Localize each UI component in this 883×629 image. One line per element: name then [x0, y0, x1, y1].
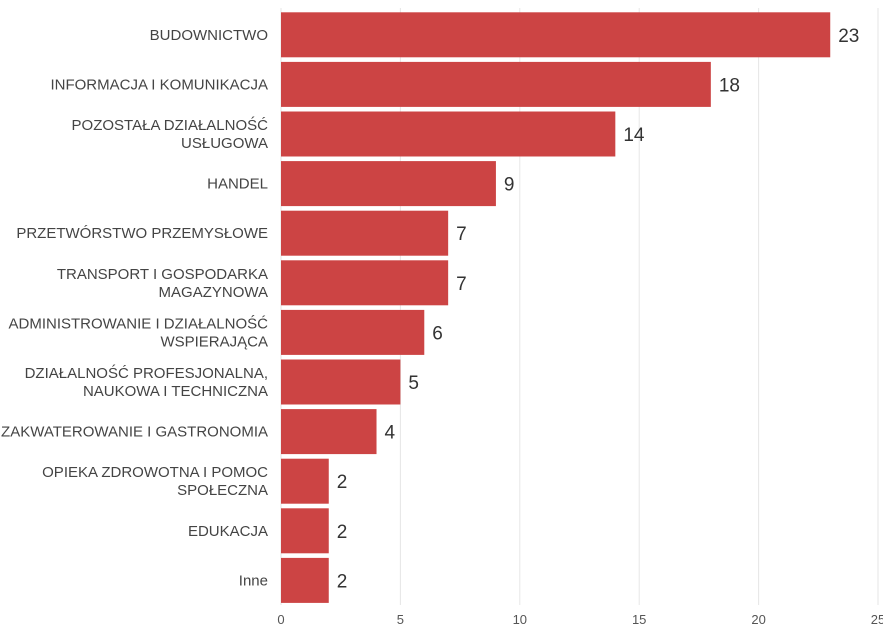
bar: [281, 161, 496, 207]
x-tick-label: 0: [277, 612, 284, 627]
bar: [281, 12, 831, 58]
category-label: SPOŁECZNA: [177, 482, 268, 499]
bar: [281, 111, 616, 157]
gridlines: [280, 8, 879, 605]
data-label: 2: [337, 472, 348, 493]
category-label: Inne: [239, 572, 268, 589]
category-label: USŁUGOWA: [181, 135, 268, 152]
x-tick-label: 15: [632, 612, 646, 627]
bar: [281, 458, 329, 504]
category-labels: BUDOWNICTWO INFORMACJA I KOMUNIKACJA POZOS…: [1, 27, 268, 590]
data-label: 4: [385, 423, 396, 444]
category-label: NAUKOWA I TECHNICZNA: [83, 383, 268, 400]
data-label: 2: [337, 522, 348, 543]
category-label: POZOSTAŁA DZIAŁALNOŚĆ: [72, 116, 269, 134]
category-label: EDUKACJA: [188, 523, 268, 540]
x-axis-ticks: 0 5 10 15 20 25: [277, 612, 883, 627]
bar: [281, 409, 377, 455]
value-labels: 23 18 14 9 7 7 6 5 4 2 2 2: [337, 26, 860, 593]
data-label: 2: [337, 571, 348, 592]
bars: [281, 12, 831, 603]
category-label: INFORMACJA I KOMUNIKACJA: [50, 76, 268, 93]
category-label: HANDEL: [207, 176, 268, 193]
x-tick-label: 5: [397, 612, 404, 627]
category-label: OPIEKA ZDROWOTNA I POMOC: [42, 464, 268, 481]
data-label: 23: [838, 26, 859, 47]
data-label: 6: [432, 323, 443, 344]
category-label: BUDOWNICTWO: [150, 27, 268, 44]
data-label: 7: [456, 224, 467, 245]
bar: [281, 309, 425, 355]
bar: [281, 61, 711, 107]
bar: [281, 260, 449, 306]
bar: [281, 359, 401, 405]
data-label: 5: [408, 373, 419, 394]
category-label: TRANSPORT I GOSPODARKA: [57, 266, 268, 283]
bar: [281, 557, 329, 603]
category-label: WSPIERAJĄCA: [160, 333, 268, 350]
x-tick-label: 25: [871, 612, 883, 627]
bar: [281, 508, 329, 554]
data-label: 14: [623, 125, 645, 146]
category-label: ADMINISTROWANIE I DZIAŁALNOŚĆ: [9, 314, 269, 332]
x-tick-label: 20: [751, 612, 765, 627]
data-label: 9: [504, 175, 515, 196]
category-label: ZAKWATEROWANIE I GASTRONOMIA: [1, 424, 268, 441]
bar: [281, 210, 449, 256]
x-tick-label: 10: [513, 612, 527, 627]
data-label: 18: [719, 75, 740, 96]
category-label: PRZETWÓRSTWO PRZEMYSŁOWE: [16, 225, 268, 242]
data-label: 7: [456, 274, 467, 295]
category-label: MAGAZYNOWA: [159, 284, 268, 301]
category-label: DZIAŁALNOŚĆ PROFESJONALNA,: [25, 364, 268, 382]
